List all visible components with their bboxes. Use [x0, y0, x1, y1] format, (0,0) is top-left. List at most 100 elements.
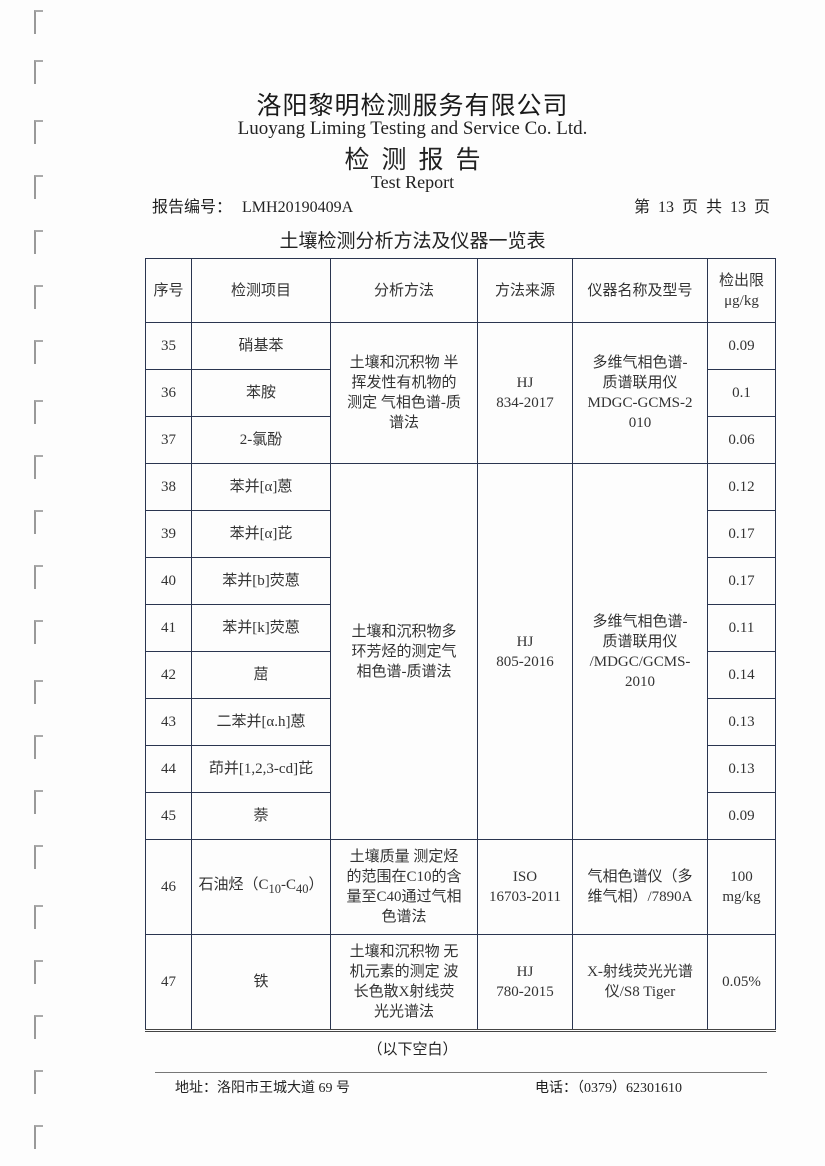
row-limit: 0.1 — [707, 369, 776, 417]
table-row: 41 苯并[k]荧蒽 0.11 — [145, 604, 776, 652]
row-instrument: X-射线荧光光谱 仪/S8 Tiger — [572, 934, 708, 1031]
row-instrument: 气相色谱仪（多 维气相）/7890A — [572, 839, 708, 935]
row-no: 42 — [145, 651, 192, 699]
footer-divider — [155, 1072, 767, 1073]
row-method: 土壤质量 测定烃 的范围在C10的含 量至C40通过气相 色谱法 — [330, 839, 478, 935]
row-no: 47 — [145, 934, 192, 1031]
row-item: 苯并[α]芘 — [191, 510, 331, 558]
report-number: 报告编号： LMH20190409A — [152, 193, 363, 217]
row-source: HJ 780-2015 — [477, 934, 573, 1031]
row-no: 43 — [145, 698, 192, 746]
row-item: 2-氯酚 — [191, 416, 331, 464]
binding-mark — [34, 120, 43, 144]
binding-mark — [34, 285, 43, 309]
group-instrument: 多维气相色谱- 质谱联用仪 /MDGC/GCMS- 2010 — [572, 463, 708, 840]
item-text: ） — [308, 877, 324, 893]
table-row: 38 苯并[α]蒽 土壤和沉积物多 环芳烃的测定气 相色谱-质谱法 HJ 805… — [145, 463, 776, 840]
report-number-label: 报告编号： — [152, 199, 233, 216]
table-row: 42 䓛 0.14 — [145, 651, 776, 699]
binding-mark — [34, 60, 43, 84]
table-row: 36 苯胺 0.1 — [145, 369, 776, 417]
binding-mark — [34, 10, 43, 34]
row-limit: 0.17 — [707, 557, 776, 605]
methods-table: 序号 检测项目 分析方法 方法来源 仪器名称及型号 检出限 μg/kg 35 硝… — [145, 258, 776, 1032]
binding-mark — [34, 1070, 43, 1094]
table-row: 45 萘 0.09 — [145, 792, 776, 840]
row-limit: 0.05% — [707, 934, 776, 1031]
binding-mark — [34, 565, 43, 589]
row-item: 苯并[k]荧蒽 — [191, 604, 331, 652]
row-item: 硝基苯 — [191, 322, 331, 370]
company-name-cn: 洛阳黎明检测服务有限公司 — [256, 93, 569, 120]
row-no: 44 — [145, 745, 192, 793]
col-header-no: 序号 — [145, 258, 192, 323]
binding-mark — [34, 1015, 43, 1039]
row-no: 37 — [145, 416, 192, 464]
col-header-limit: 检出限 μg/kg — [707, 258, 776, 323]
col-header-item: 检测项目 — [191, 258, 331, 323]
company-name-en: Luoyang Liming Testing and Service Co. L… — [237, 118, 588, 139]
footer-address: 地址：洛阳市王城大道 69 号 — [175, 1081, 350, 1096]
footer-phone: 电话：（0379）62301610 — [535, 1081, 682, 1096]
item-text: 石油烃（C — [198, 877, 269, 893]
row-item: 茚并[1,2,3-cd]芘 — [191, 745, 331, 793]
binding-mark — [34, 790, 43, 814]
row-item: 䓛 — [191, 651, 331, 699]
table-row: 37 2-氯酚 0.06 — [145, 416, 776, 464]
row-limit: 0.06 — [707, 416, 776, 464]
item-subscript: 10 — [268, 882, 282, 896]
binding-mark — [34, 960, 43, 984]
binding-mark — [34, 400, 43, 424]
binding-mark — [34, 510, 43, 534]
binding-mark — [34, 455, 43, 479]
binding-mark — [34, 680, 43, 704]
row-no: 38 — [145, 463, 192, 511]
group-source: HJ 834-2017 — [477, 322, 573, 464]
table-row: 35 硝基苯 土壤和沉积物 半 挥发性有机物的 测定 气相色谱-质 谱法 HJ … — [145, 322, 776, 464]
row-limit: 0.13 — [707, 745, 776, 793]
row-no: 45 — [145, 792, 192, 840]
table-row: 40 苯并[b]荧蒽 0.17 — [145, 557, 776, 605]
row-no: 46 — [145, 839, 192, 935]
binding-mark — [34, 1125, 43, 1149]
table-row: 43 二苯并[α.h]蒽 0.13 — [145, 698, 776, 746]
group-instrument: 多维气相色谱- 质谱联用仪 MDGC-GCMS-2 010 — [572, 322, 708, 464]
item-text: -C — [281, 877, 296, 893]
binding-mark — [34, 230, 43, 254]
report-title-en: Test Report — [370, 172, 455, 192]
row-item: 苯并[b]荧蒽 — [191, 557, 331, 605]
row-limit: 0.09 — [707, 792, 776, 840]
row-item: 二苯并[α.h]蒽 — [191, 698, 331, 746]
row-item: 石油烃（C10-C40） — [191, 839, 331, 935]
report-number-value: LMH20190409A — [242, 199, 354, 216]
row-no: 35 — [145, 322, 192, 370]
row-no: 40 — [145, 557, 192, 605]
row-item: 苯并[α]蒽 — [191, 463, 331, 511]
end-note: （以下空白） — [367, 1042, 458, 1058]
group-method: 土壤和沉积物多 环芳烃的测定气 相色谱-质谱法 — [330, 463, 478, 840]
report-title-cn: 检测报告 — [344, 147, 493, 174]
row-item: 苯胺 — [191, 369, 331, 417]
table-row: 46 石油烃（C10-C40） 土壤质量 测定烃 的范围在C10的含 量至C40… — [145, 839, 776, 935]
row-limit: 0.11 — [707, 604, 776, 652]
table-row: 47 铁 土壤和沉积物 无 机元素的测定 波 长色散X射线荧 光光谱法 HJ 7… — [145, 934, 776, 1031]
binding-mark — [34, 905, 43, 929]
row-item: 铁 — [191, 934, 331, 1031]
group-source: HJ 805-2016 — [477, 463, 573, 840]
row-no: 39 — [145, 510, 192, 558]
row-limit: 0.13 — [707, 698, 776, 746]
col-header-method: 分析方法 — [330, 258, 478, 323]
row-limit: 0.17 — [707, 510, 776, 558]
col-header-source: 方法来源 — [477, 258, 573, 323]
row-limit: 0.09 — [707, 322, 776, 370]
binding-mark — [34, 845, 43, 869]
page-info: 第 13 页 共 13 页 — [633, 199, 770, 216]
row-source: ISO 16703-2011 — [477, 839, 573, 935]
col-header-instrument: 仪器名称及型号 — [572, 258, 708, 323]
table-title: 土壤检测分析方法及仪器一览表 — [279, 231, 546, 252]
row-limit: 100 mg/kg — [707, 839, 776, 935]
row-item: 萘 — [191, 792, 331, 840]
binding-mark — [34, 620, 43, 644]
group-method: 土壤和沉积物 半 挥发性有机物的 测定 气相色谱-质 谱法 — [330, 322, 478, 464]
row-limit: 0.12 — [707, 463, 776, 511]
